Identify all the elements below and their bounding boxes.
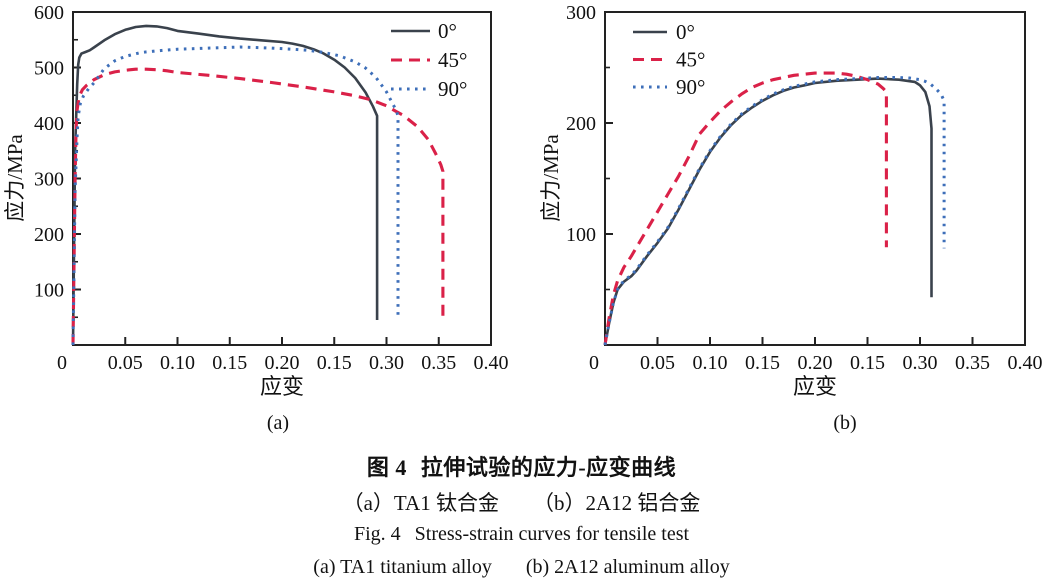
caption-sub-cn: （a）TA1 钛合金 （b）2A12 铝合金 [0, 487, 1043, 517]
x-tick-label: 0.15 [850, 352, 885, 374]
x-tick-label: 0.05 [108, 352, 143, 374]
x-tick-label: 0 [589, 352, 599, 374]
x-tick-label: 0.15 [212, 352, 247, 374]
x-tick-label: 0 [57, 352, 67, 374]
y-tick-label: 200 [34, 224, 64, 246]
caption-fig-label-en: Fig. 4 [353, 523, 401, 545]
chart-b: 0 0.05 0.10 0.15 0.20 0.15 0.30 0.35 0.40 100 200 3… [539, 2, 1043, 434]
x-tick-label: 0.40 [474, 352, 509, 374]
caption-sub-a-cn: （a）TA1 钛合金 [342, 491, 499, 515]
series-0deg [71, 24, 379, 346]
chart-a: 0 0.05 0.10 0.15 0.20 0.15 0.30 0.35 0.40 100 200 3… [3, 2, 509, 434]
x-tick-label: 0.05 [640, 352, 675, 374]
caption-sub-b-en: (b) 2A12 aluminum alloy [525, 556, 730, 578]
series-45deg [603, 71, 888, 346]
legend-label: 45° [438, 48, 467, 72]
legend-label: 0° [438, 19, 457, 43]
x-tick-label: 0.40 [1008, 352, 1043, 374]
y-axis-title: 应力/MPa [3, 134, 27, 222]
y-tick-label: 400 [34, 113, 64, 135]
legend-label: 90° [676, 75, 705, 99]
legend-label: 45° [676, 48, 705, 72]
x-tick-label: 0.10 [693, 352, 728, 374]
x-axis-title: 应变 [260, 374, 304, 399]
x-tick-label: 0.35 [421, 352, 456, 374]
y-tick-label: 300 [566, 2, 596, 24]
x-tick-label: 0.15 [745, 352, 780, 374]
y-tick-label: 200 [566, 113, 596, 135]
legend-label: 90° [438, 77, 467, 101]
caption-title-en: Fig. 4 Stress-strain curves for tensile t… [0, 523, 1043, 546]
caption-fig-label-cn: 图 4 [366, 455, 407, 480]
caption-sub-a-en: (a) TA1 titanium alloy [313, 556, 492, 578]
x-tick-label: 0.30 [369, 352, 404, 374]
x-tick-label: 0.30 [903, 352, 938, 374]
x-tick-label: 0.15 [317, 352, 352, 374]
series-90deg [603, 76, 946, 346]
y-tick-label: 100 [566, 224, 596, 246]
y-tick-label: 600 [34, 2, 64, 24]
series-90deg [71, 45, 400, 346]
x-tick-label: 0.20 [265, 352, 300, 374]
caption-title-en-text: Stress-strain curves for tensile test [414, 523, 690, 545]
x-tick-label: 0.20 [798, 352, 833, 374]
caption-title-cn-text: 拉伸试验的应力-应变曲线 [420, 455, 677, 480]
caption-title-cn: 图 4 拉伸试验的应力-应变曲线 [0, 450, 1043, 482]
caption-sub-en: (a) TA1 titanium alloy (b) 2A12 aluminum … [0, 556, 1043, 579]
y-tick-label: 300 [34, 169, 64, 191]
x-axis-title: 应变 [793, 374, 837, 399]
plot-frame [72, 11, 492, 346]
caption-sub-b-cn: （b）2A12 铝合金 [532, 491, 701, 515]
series-45deg [71, 67, 445, 346]
panel-label: (a) [267, 412, 289, 434]
y-tick-label: 500 [34, 58, 64, 80]
y-tick-label: 100 [34, 280, 64, 302]
x-tick-label: 0.35 [955, 352, 990, 374]
legend-label: 0° [676, 20, 695, 44]
x-tick-label: 0.10 [160, 352, 195, 374]
plot-frame [604, 11, 1026, 346]
series-0deg [603, 77, 933, 346]
panel-label: (b) [833, 412, 856, 434]
y-axis-title: 应力/MPa [539, 134, 563, 222]
stress-strain-charts: 0 0.05 0.10 0.15 0.20 0.15 0.30 0.35 0.40 100 200 3… [3, 2, 1043, 434]
